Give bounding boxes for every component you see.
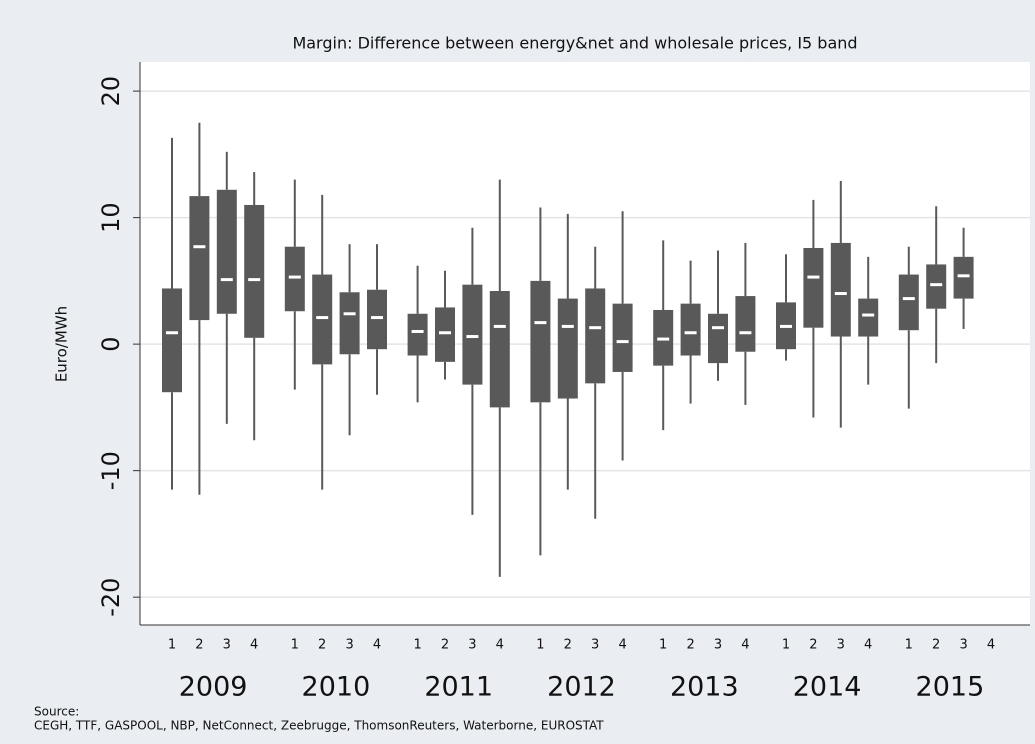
box xyxy=(735,296,756,352)
x-tick-label: 2 xyxy=(932,638,940,653)
box xyxy=(830,242,851,337)
box xyxy=(858,298,879,337)
box xyxy=(898,274,919,331)
box xyxy=(407,313,428,356)
x-tick-label: 4 xyxy=(741,638,749,653)
y-tick-label: 20 xyxy=(97,76,125,107)
y-tick-label: 10 xyxy=(97,202,125,233)
box xyxy=(216,189,237,314)
box xyxy=(708,313,728,364)
box xyxy=(367,289,387,350)
box xyxy=(312,274,333,365)
x-tick-label: 2 xyxy=(809,638,817,653)
x-tick-label: 3 xyxy=(591,638,599,653)
box xyxy=(557,298,578,399)
y-tick-label: -20 xyxy=(97,578,125,617)
x-tick-label: 1 xyxy=(536,638,544,653)
box xyxy=(435,307,455,362)
group-label: 2011 xyxy=(424,672,493,703)
x-tick-label: 4 xyxy=(618,638,626,653)
x-tick-label: 1 xyxy=(413,638,421,653)
x-tick-label: 1 xyxy=(168,638,176,653)
group-label: 2014 xyxy=(793,672,862,703)
x-tick-label: 3 xyxy=(345,638,353,653)
box xyxy=(612,303,633,372)
box xyxy=(284,246,305,312)
x-tick-label: 4 xyxy=(987,638,995,653)
box xyxy=(162,288,182,393)
x-tick-label: 1 xyxy=(905,638,913,653)
box xyxy=(530,280,551,403)
x-tick-label: 1 xyxy=(782,638,790,653)
source-label: Source: xyxy=(34,705,79,719)
y-tick-label: -10 xyxy=(97,451,125,490)
x-tick-label: 2 xyxy=(441,638,449,653)
x-tick-label: 2 xyxy=(195,638,203,653)
group-label: 2010 xyxy=(302,672,371,703)
x-tick-label: 3 xyxy=(837,638,845,653)
x-tick-label: 4 xyxy=(373,638,381,653)
x-tick-label: 3 xyxy=(714,638,722,653)
y-tick-label: 0 xyxy=(97,336,125,351)
x-tick-label: 4 xyxy=(250,638,258,653)
x-tick-label: 1 xyxy=(659,638,667,653)
x-tick-label: 4 xyxy=(496,638,504,653)
x-tick-label: 3 xyxy=(223,638,231,653)
group-label: 2009 xyxy=(179,672,248,703)
box xyxy=(926,264,947,309)
x-tick-label: 2 xyxy=(318,638,326,653)
group-label: 2013 xyxy=(670,672,739,703)
box xyxy=(189,196,210,321)
group-label: 2012 xyxy=(547,672,616,703)
box xyxy=(489,290,510,408)
chart-title: Margin: Difference between energy&net an… xyxy=(292,34,857,53)
box xyxy=(953,256,974,299)
box xyxy=(803,247,824,328)
box xyxy=(585,288,606,384)
group-label: 2015 xyxy=(916,672,985,703)
x-tick-label: 4 xyxy=(864,638,872,653)
x-tick-label: 3 xyxy=(468,638,476,653)
box xyxy=(462,284,483,385)
box xyxy=(339,292,360,355)
y-axis-label: Euro/MWh xyxy=(53,306,71,382)
x-tick-label: 2 xyxy=(564,638,572,653)
box xyxy=(680,303,701,356)
x-tick-label: 1 xyxy=(291,638,299,653)
source-text: CEGH, TTF, GASPOOL, NBP, NetConnect, Zee… xyxy=(34,719,604,733)
box xyxy=(244,204,265,338)
x-tick-label: 2 xyxy=(686,638,694,653)
x-tick-label: 3 xyxy=(959,638,967,653)
